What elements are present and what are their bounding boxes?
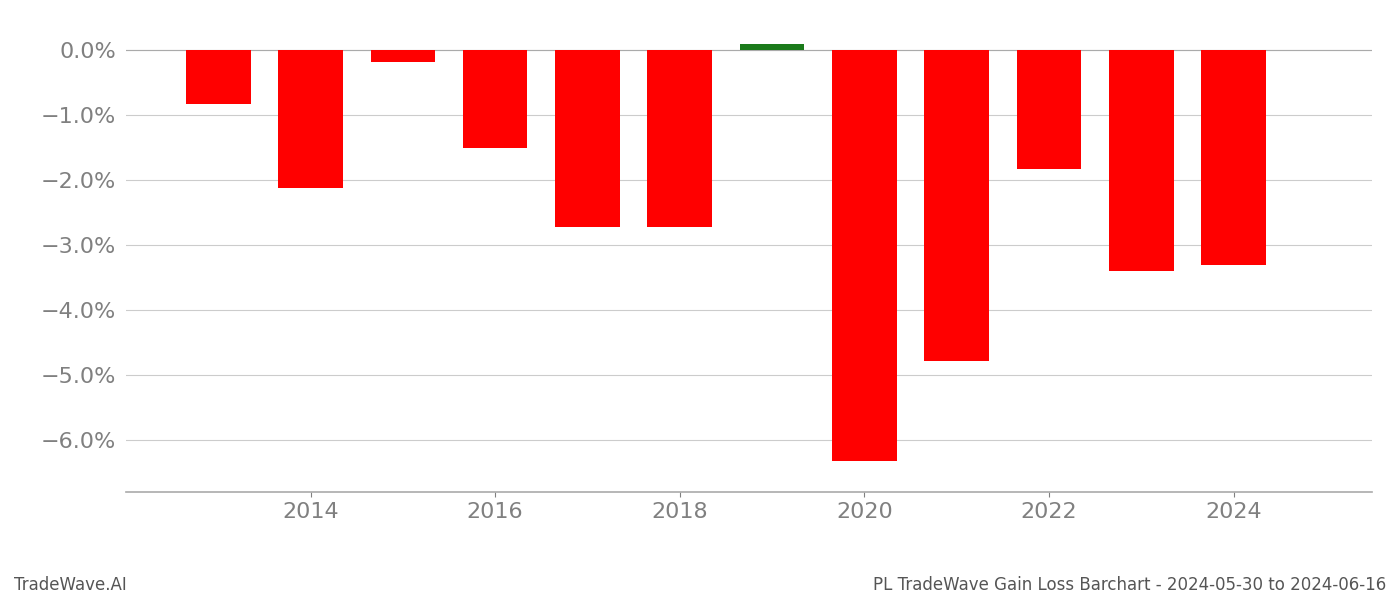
Text: PL TradeWave Gain Loss Barchart - 2024-05-30 to 2024-06-16: PL TradeWave Gain Loss Barchart - 2024-0… [872,576,1386,594]
Bar [739,44,805,50]
Bar [556,50,620,227]
Bar [647,50,713,227]
Bar [924,50,988,361]
Bar [1016,50,1081,169]
Text: TradeWave.AI: TradeWave.AI [14,576,127,594]
Bar [463,50,528,148]
Bar [832,50,896,461]
Bar [186,50,251,104]
Bar [1201,50,1266,265]
Bar [1109,50,1173,271]
Bar [279,50,343,188]
Bar [371,50,435,62]
